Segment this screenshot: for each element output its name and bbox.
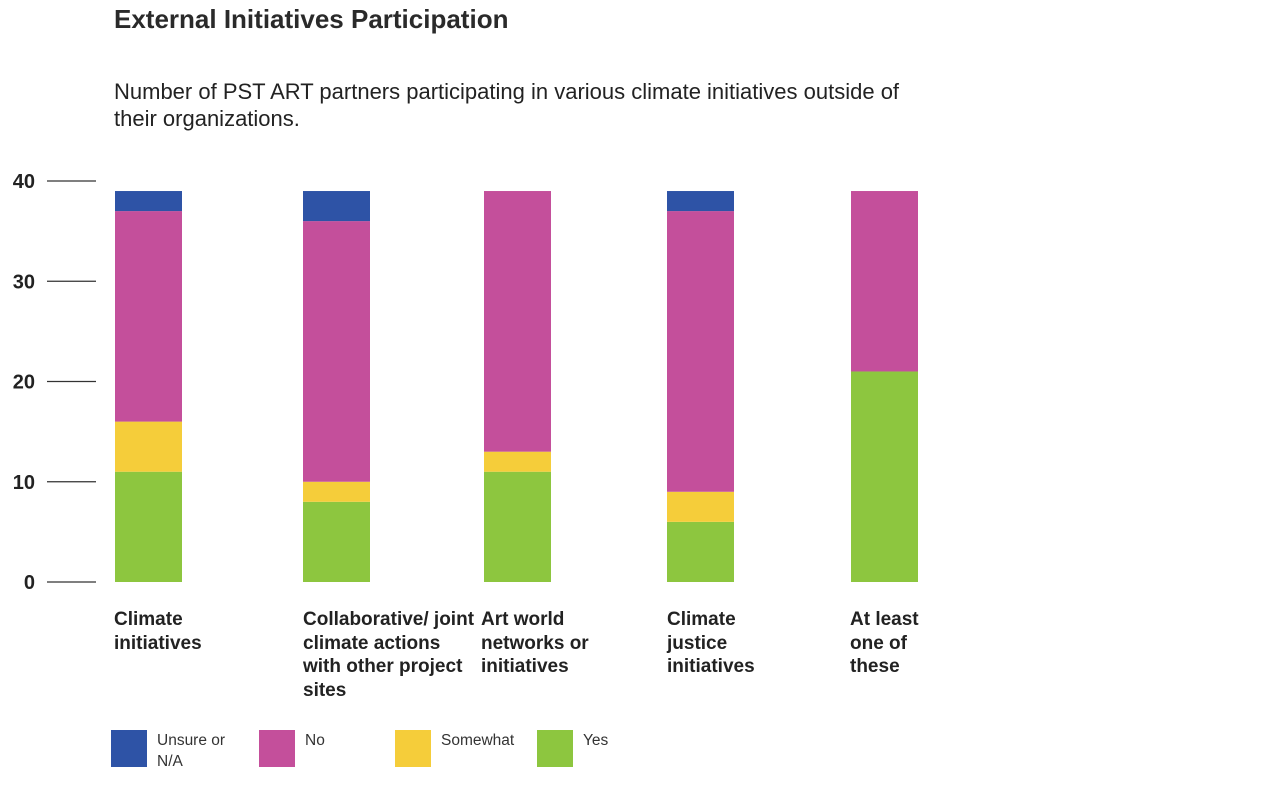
y-tick-label: 20 (13, 372, 35, 394)
bar-segment-yes (851, 371, 918, 582)
bar-segment-unsure-or-n-a (115, 191, 182, 212)
legend-swatch (259, 730, 295, 767)
chart-title: External Initiatives Participation (114, 4, 509, 34)
category-label: Collaborative/ joint climate actions wit… (303, 609, 475, 701)
legend-swatch (395, 730, 431, 767)
bar-segment-unsure-or-n-a (667, 191, 734, 212)
y-tick-label: 0 (24, 572, 35, 594)
bar-segment-yes (484, 471, 551, 582)
bar-segment-yes (667, 521, 734, 582)
category-label: Art world networks or initiatives (481, 609, 589, 677)
bar-segment-somewhat (484, 451, 551, 472)
legend-item-unsure: Unsure or N/A (111, 730, 237, 772)
bar-segment-no (667, 211, 734, 492)
bar-segment-somewhat (303, 481, 370, 502)
y-tick-label: 10 (13, 472, 35, 494)
legend-swatch (537, 730, 573, 767)
legend-label: No (305, 732, 325, 749)
legend-swatch (111, 730, 147, 767)
category-label: Climate justice initiatives (667, 609, 755, 677)
legend-label: Yes (583, 732, 609, 749)
bar-segment-no (303, 221, 370, 482)
bar-segment-somewhat (115, 421, 182, 472)
bar-segment-no (851, 191, 918, 372)
chart-subtitle: Number of PST ART partners participating… (114, 79, 900, 131)
legend-label: Unsure or N/A (157, 732, 226, 770)
bar-segment-unsure-or-n-a (303, 191, 370, 222)
bar-segment-yes (115, 471, 182, 582)
legend-item-no: No (259, 730, 395, 767)
bar-segment-no (115, 211, 182, 422)
bar-segment-somewhat (667, 491, 734, 522)
bar-segment-no (484, 191, 551, 452)
legend-item-yes: Yes (537, 730, 673, 767)
y-tick-label: 40 (13, 171, 35, 193)
legend-item-somewhat: Somewhat (395, 730, 531, 767)
y-tick-label: 30 (13, 271, 35, 293)
category-label: Climate initiatives (114, 609, 202, 654)
category-label: At least one of these (850, 609, 919, 677)
bar-segment-yes (303, 501, 370, 582)
legend-label: Somewhat (441, 732, 515, 749)
